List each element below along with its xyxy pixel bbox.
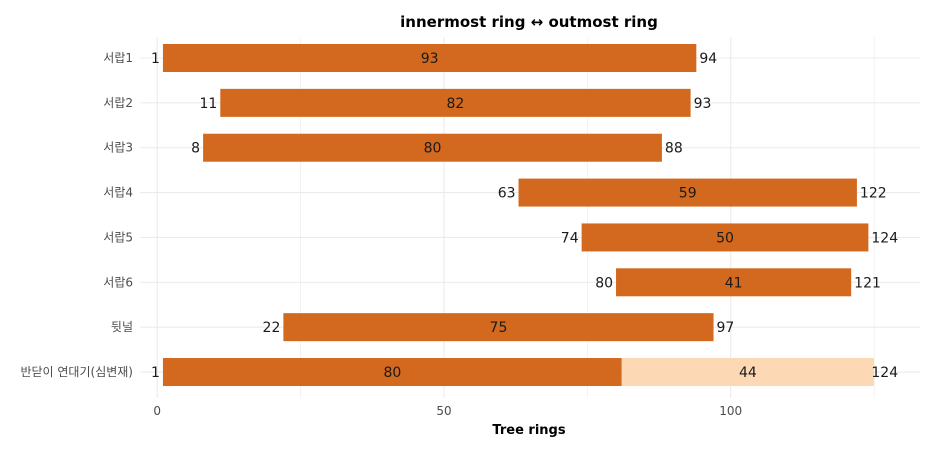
y-tick-label: 서랍5 (103, 230, 133, 244)
bar-heartwood (203, 133, 662, 162)
bar-heartwood (283, 313, 714, 342)
bar-heartwood (162, 44, 697, 72)
bar-value-label: 44 (739, 365, 757, 381)
y-tick-label: 서랍3 (103, 141, 133, 155)
y-tick-label: 서랍1 (103, 51, 133, 65)
bar-end-label: 88 (665, 141, 683, 157)
x-axis: 0 50 100 (153, 404, 742, 418)
bar-value-label: 75 (490, 320, 508, 336)
x-tick-label: 0 (153, 404, 161, 418)
y-tick-label: 서랍2 (103, 96, 133, 110)
bar-start-label: 63 (498, 186, 516, 202)
bar-value-label: 50 (716, 230, 734, 246)
chart-title: innermost ring ↔ outmost ring (400, 13, 658, 31)
bar-value-label: 82 (447, 96, 465, 112)
bar-end-label: 122 (860, 186, 887, 202)
bar-value-label: 41 (725, 275, 743, 291)
bar-heartwood (581, 223, 869, 252)
bar-value-label: 93 (421, 51, 439, 67)
y-tick-label: 뒷널 (111, 320, 133, 334)
bars (162, 44, 875, 387)
bar-start-label: 22 (263, 320, 281, 336)
y-tick-label: 서랍6 (103, 275, 133, 289)
bar-start-label: 74 (561, 230, 579, 246)
bar-value-label: 80 (424, 141, 442, 157)
y-tick-label: 반닫이 연대기(심변재) (20, 365, 133, 379)
bar-end-label: 94 (699, 51, 717, 67)
bar-end-label: 93 (694, 96, 712, 112)
x-axis-title: Tree rings (492, 423, 565, 438)
bar-value-label: 59 (679, 186, 697, 202)
bar-start-label: 1 (151, 365, 160, 381)
y-tick-label: 서랍4 (103, 186, 133, 200)
bar-end-label: 124 (871, 230, 898, 246)
bar-start-label: 80 (595, 275, 613, 291)
x-tick-label: 50 (436, 404, 451, 418)
bar-sapwood (621, 358, 875, 387)
bar-start-label: 1 (151, 51, 160, 67)
bar-heartwood (220, 88, 691, 117)
bar-value-label: 80 (383, 365, 401, 381)
x-tick-label: 100 (719, 404, 742, 418)
bar-end-label: 124 (871, 365, 898, 381)
bar-heartwood (616, 268, 852, 297)
bar-start-label: 11 (199, 96, 217, 112)
bar-end-label: 97 (717, 320, 735, 336)
bar-end-label: 121 (854, 275, 881, 291)
bar-heartwood (162, 358, 622, 387)
bar-heartwood (518, 178, 857, 207)
bar-start-label: 8 (191, 141, 200, 157)
